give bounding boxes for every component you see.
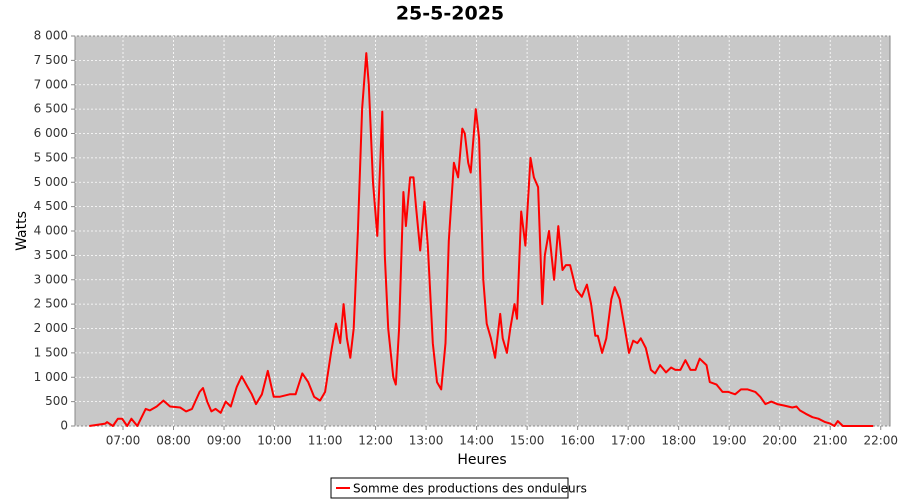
y-tick-label: 7 000 — [34, 77, 68, 91]
y-tick-label: 4 500 — [34, 199, 68, 213]
y-tick-label: 2 000 — [34, 321, 68, 335]
x-tick-label: 21:00 — [813, 434, 848, 448]
y-tick-label: 5 000 — [34, 175, 68, 189]
x-tick-label: 07:00 — [106, 434, 141, 448]
x-tick-label: 08:00 — [156, 434, 191, 448]
x-tick-label: 19:00 — [712, 434, 747, 448]
y-axis-label: Watts — [14, 211, 30, 251]
x-tick-label: 12:00 — [358, 434, 393, 448]
y-tick-label: 1 500 — [34, 345, 68, 359]
y-tick-label: 1 000 — [34, 370, 68, 384]
x-tick-label: 20:00 — [762, 434, 797, 448]
y-tick-label: 2 500 — [34, 297, 68, 311]
x-tick-label: 10:00 — [257, 434, 292, 448]
y-tick-label: 4 000 — [34, 224, 68, 238]
y-tick-label: 3 500 — [34, 248, 68, 262]
x-tick-label: 09:00 — [207, 434, 242, 448]
legend-label: Somme des productions des onduleurs — [353, 482, 587, 496]
x-tick-label: 13:00 — [409, 434, 444, 448]
x-axis-label: Heures — [457, 452, 506, 468]
chart-title: 25-5-2025 — [396, 3, 504, 25]
y-tick-label: 6 000 — [34, 126, 68, 140]
legend — [330, 477, 569, 499]
line-series — [89, 52, 874, 427]
x-tick-label: 15:00 — [510, 434, 545, 448]
x-tick-label: 16:00 — [560, 434, 595, 448]
y-tick-label: 500 — [45, 394, 68, 408]
y-tick-label: 5 500 — [34, 150, 68, 164]
y-tick-label: 0 — [60, 419, 68, 433]
y-tick-label: 8 000 — [34, 29, 68, 43]
y-tick-label: 6 500 — [34, 102, 68, 116]
y-tick-label: 3 000 — [34, 272, 68, 286]
x-tick-label: 17:00 — [611, 434, 646, 448]
x-tick-label: 11:00 — [308, 434, 343, 448]
x-tick-label: 14:00 — [459, 434, 494, 448]
y-tick-label: 7 500 — [34, 53, 68, 67]
x-tick-label: 22:00 — [863, 434, 898, 448]
x-tick-label: 18:00 — [661, 434, 696, 448]
